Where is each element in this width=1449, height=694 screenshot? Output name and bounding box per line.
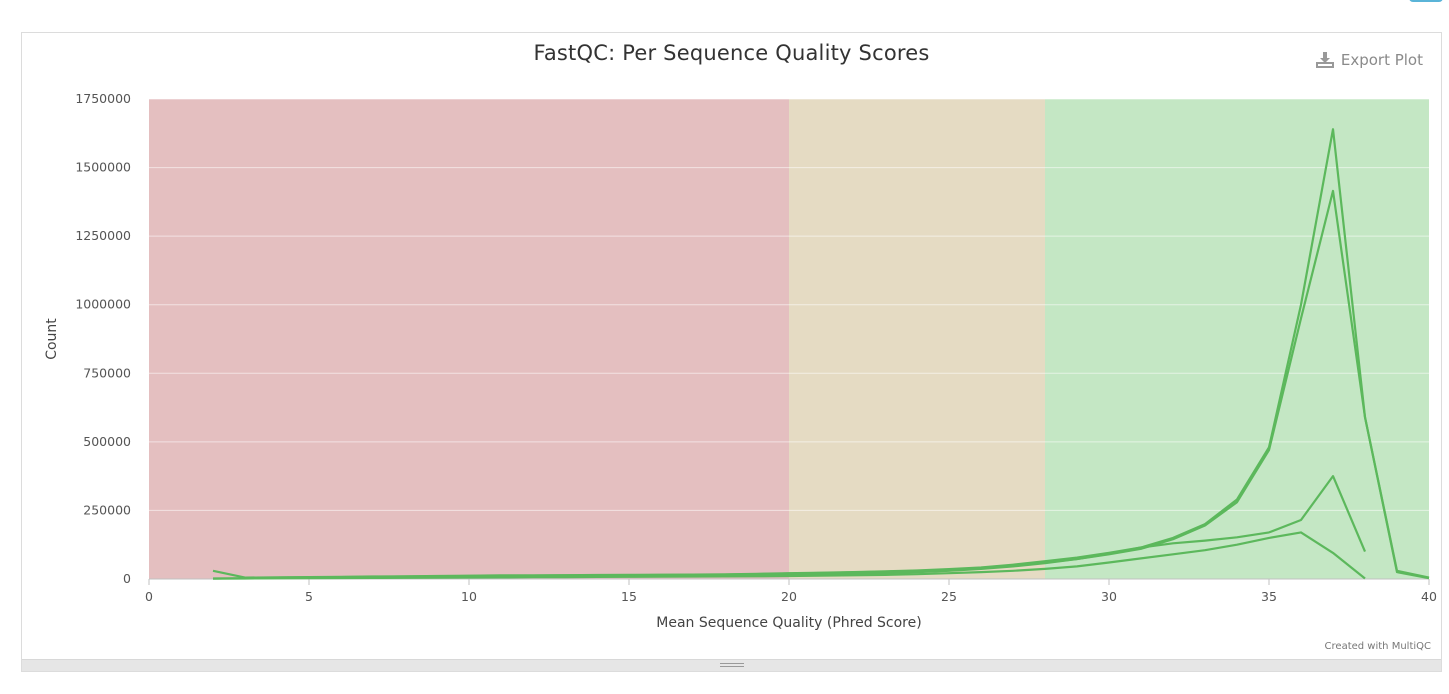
x-tick-label: 35 bbox=[1261, 589, 1277, 604]
y-tick-label: 0 bbox=[123, 571, 131, 586]
line-chart: 0 250000 500000 750000 1000000 1250000 1500000… bbox=[44, 91, 1437, 631]
y-tick-label: 1000000 bbox=[75, 297, 131, 312]
x-tick-label: 25 bbox=[941, 589, 957, 604]
y-axis-title: Count bbox=[44, 318, 60, 360]
export-plot-label: Export Plot bbox=[1340, 51, 1423, 69]
download-icon bbox=[1315, 51, 1335, 69]
plot-panel: FastQC: Per Sequence Quality Scores Expo… bbox=[21, 32, 1442, 672]
chart-title: FastQC: Per Sequence Quality Scores bbox=[533, 41, 930, 65]
x-tick-label: 20 bbox=[781, 589, 797, 604]
band-warn bbox=[789, 99, 1045, 579]
resize-grip-icon bbox=[719, 663, 744, 667]
x-tick-label: 15 bbox=[621, 589, 637, 604]
band-pass bbox=[1045, 99, 1429, 579]
x-axis-title: Mean Sequence Quality (Phred Score) bbox=[656, 615, 921, 631]
resize-handle-bar[interactable] bbox=[22, 659, 1441, 671]
x-tick-label: 0 bbox=[145, 589, 153, 604]
export-plot-button[interactable]: Export Plot bbox=[1315, 51, 1423, 69]
y-tick-label: 1250000 bbox=[75, 228, 131, 243]
x-tick-label: 10 bbox=[461, 589, 477, 604]
y-tick-label: 250000 bbox=[83, 502, 131, 517]
y-tick-label: 1500000 bbox=[75, 160, 131, 175]
band-fail bbox=[149, 99, 789, 579]
x-tick-label: 5 bbox=[305, 589, 313, 604]
top-toolbar-button[interactable] bbox=[1409, 0, 1443, 2]
y-tick-label: 1750000 bbox=[75, 91, 131, 106]
y-tick-label: 750000 bbox=[83, 365, 131, 380]
x-tick-label: 30 bbox=[1101, 589, 1117, 604]
x-tick-label: 40 bbox=[1421, 589, 1437, 604]
multiqc-credit[interactable]: Created with MultiQC bbox=[1324, 641, 1431, 652]
series-line-4[interactable] bbox=[212, 531, 1366, 580]
y-tick-label: 500000 bbox=[83, 434, 131, 449]
